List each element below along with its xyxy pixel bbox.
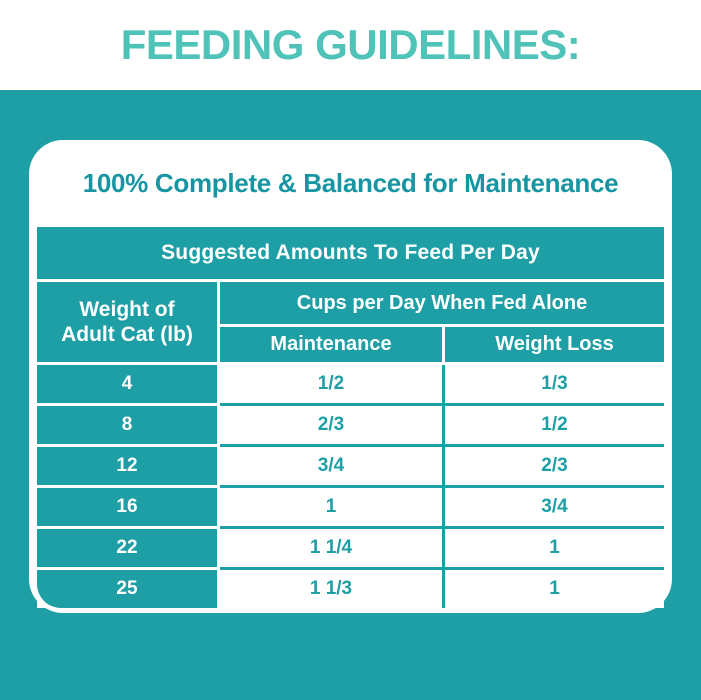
weight-cell: 25 xyxy=(37,570,217,608)
weight-cell: 22 xyxy=(37,529,217,567)
weight-column-header: Weight of Adult Cat (lb) xyxy=(37,282,217,362)
maintenance-value-cell: 3/4 xyxy=(220,447,442,485)
feeding-table: Suggested Amounts To Feed Per Day Weight… xyxy=(37,227,664,608)
weight-loss-value-cell: 1/3 xyxy=(445,365,664,403)
card-heading: 100% Complete & Balanced for Maintenance xyxy=(82,168,619,198)
weight-cell: 8 xyxy=(37,406,217,444)
guidelines-card: 100% Complete & Balanced for Maintenance… xyxy=(29,140,672,613)
weight-loss-column-header: Weight Loss xyxy=(445,327,664,362)
weight-header-line2: Adult Cat (lb) xyxy=(61,323,193,346)
table-title-cell: Suggested Amounts To Feed Per Day xyxy=(37,227,664,279)
weight-cell: 12 xyxy=(37,447,217,485)
maintenance-value-cell: 1/2 xyxy=(220,365,442,403)
cups-per-day-header: Cups per Day When Fed Alone xyxy=(220,282,664,324)
maintenance-value-cell: 2/3 xyxy=(220,406,442,444)
weight-loss-value-cell: 1 xyxy=(445,570,664,608)
weight-loss-value-cell: 1/2 xyxy=(445,406,664,444)
maintenance-value-cell: 1 1/4 xyxy=(220,529,442,567)
weight-cell: 16 xyxy=(37,488,217,526)
weight-cell: 4 xyxy=(37,365,217,403)
weight-loss-value-cell: 2/3 xyxy=(445,447,664,485)
weight-loss-value-cell: 3/4 xyxy=(445,488,664,526)
page-title: FEEDING GUIDELINES: xyxy=(120,21,581,68)
teal-background: 100% Complete & Balanced for Maintenance… xyxy=(0,90,701,700)
weight-loss-value-cell: 1 xyxy=(445,529,664,567)
maintenance-column-header: Maintenance xyxy=(220,327,442,362)
weight-header-line1: Weight of xyxy=(79,297,175,321)
maintenance-value-cell: 1 xyxy=(220,488,442,526)
maintenance-value-cell: 1 1/3 xyxy=(220,570,442,608)
top-band: FEEDING GUIDELINES: xyxy=(0,0,701,90)
